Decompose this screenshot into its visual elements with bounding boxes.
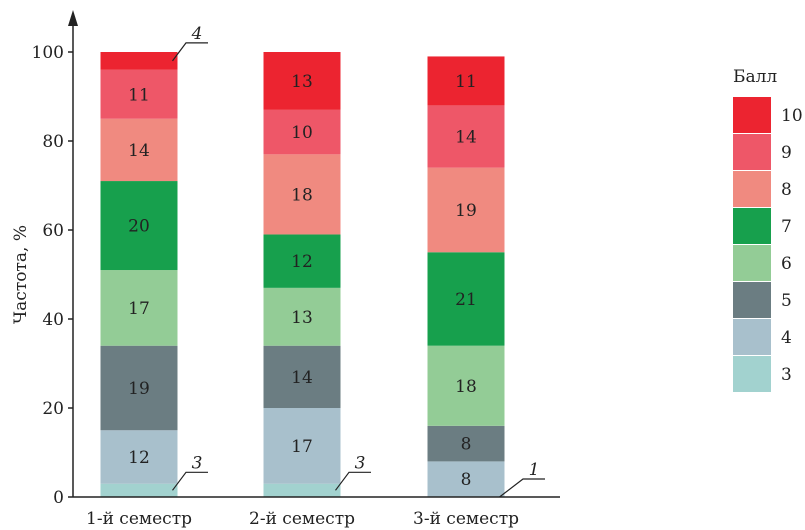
bar-segment: [263, 345, 341, 408]
legend-swatch: [733, 208, 771, 244]
y-axis-title: Частота, %: [11, 225, 31, 324]
legend-swatch: [733, 171, 771, 207]
data-label: 8: [461, 435, 472, 455]
bar-segment: [427, 167, 505, 253]
data-label: 18: [291, 185, 313, 205]
callout-label: 3: [192, 453, 203, 473]
legend-swatch: [733, 134, 771, 170]
y-tick-label: 20: [42, 399, 64, 419]
data-label: 12: [291, 252, 313, 272]
callout-label: 1: [529, 460, 540, 480]
callout-line: [335, 471, 371, 491]
legend-swatch: [733, 282, 771, 318]
bar-segment: [100, 270, 178, 346]
bar-segment: [427, 345, 505, 426]
data-label: 21: [455, 290, 477, 310]
data-label: 13: [291, 72, 313, 92]
bar-segment: [100, 345, 178, 431]
callout-label: 3: [355, 453, 366, 473]
data-label: 13: [291, 308, 313, 328]
bar-segment: [427, 56, 505, 106]
x-tick-label: 1-й семестр: [86, 509, 192, 529]
bar-segment: [263, 408, 341, 484]
data-label: 10: [291, 123, 313, 143]
data-label: 17: [291, 437, 313, 457]
data-label: 17: [128, 299, 150, 319]
bar-segment: [100, 118, 178, 182]
bar-segment: [100, 69, 178, 119]
bar-segment: [263, 483, 341, 497]
x-tick-label: 2-й семестр: [249, 509, 355, 529]
legend-label: 9: [781, 143, 792, 163]
bar-segment: [427, 461, 505, 497]
data-label: 12: [128, 448, 150, 468]
legend-label: 6: [781, 254, 792, 274]
data-label: 19: [455, 201, 477, 221]
legend-label: 3: [781, 365, 792, 385]
y-tick-label: 0: [53, 488, 64, 508]
y-tick-label: 100: [32, 43, 64, 63]
bar-segment: [100, 181, 178, 271]
bar-segment: [100, 52, 178, 70]
data-label: 11: [455, 72, 477, 92]
callout-line: [172, 471, 208, 491]
legend-swatch: [733, 319, 771, 355]
bar-segment: [427, 252, 505, 346]
legend-label: 4: [781, 328, 792, 348]
bar-segment: [263, 234, 341, 288]
data-label: 14: [291, 368, 313, 388]
callout-line: [499, 478, 545, 498]
legend-label: 5: [781, 291, 792, 311]
legend-title: Балл: [733, 67, 777, 87]
legend-label: 10: [781, 106, 803, 126]
bar-segment: [427, 105, 505, 168]
data-label: 11: [128, 85, 150, 105]
bar-segment: [100, 483, 178, 497]
x-tick-label: 3-й семестр: [413, 509, 519, 529]
callout-label: 4: [191, 24, 203, 44]
data-label: 8: [461, 470, 472, 490]
bar-segment: [263, 52, 341, 110]
data-label: 18: [455, 377, 477, 397]
bar-segment: [263, 109, 341, 155]
bar-segment: [427, 425, 505, 462]
callout-line: [172, 42, 208, 62]
legend-swatch: [733, 356, 771, 392]
legend-swatch: [733, 245, 771, 281]
bar-segment: [263, 154, 341, 235]
data-label: 14: [455, 128, 477, 148]
bar-segment: [100, 430, 178, 484]
y-tick-label: 60: [42, 221, 64, 241]
legend-label: 7: [781, 217, 792, 237]
data-label: 20: [128, 217, 150, 237]
y-tick-label: 80: [42, 132, 64, 152]
legend-swatch: [733, 97, 771, 133]
y-tick-label: 40: [42, 310, 64, 330]
legend-label: 8: [781, 180, 792, 200]
bar-segment: [263, 287, 341, 346]
data-label: 19: [128, 379, 150, 399]
y-axis-arrow: [68, 10, 78, 26]
data-label: 14: [128, 141, 150, 161]
